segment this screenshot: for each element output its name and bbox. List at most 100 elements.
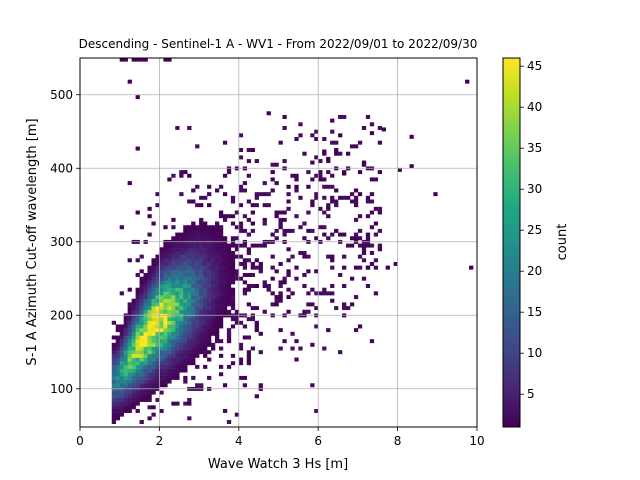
histogram-cell [147,273,152,277]
histogram-cell [199,320,204,325]
histogram-cell [338,350,343,355]
histogram-cell [195,342,200,347]
histogram-cell [159,331,164,336]
histogram-cell [357,192,363,197]
histogram-cell [187,258,192,263]
histogram-cell [183,284,188,289]
histogram-cell [330,140,335,145]
histogram-cell [179,273,184,277]
histogram-cell [207,192,212,197]
histogram-cell [163,276,168,281]
histogram-cell [135,364,140,369]
histogram-cell [226,287,232,292]
histogram-cell [199,280,204,285]
colorbar-tick-label: 45 [527,59,542,73]
histogram-cell [369,225,375,230]
histogram-cell [159,350,164,355]
histogram-cell [195,346,200,351]
histogram-cell [195,144,200,149]
histogram-cell [310,199,315,204]
histogram-cell [183,320,188,325]
histogram-cell [167,250,172,255]
histogram-cell [211,324,216,329]
histogram-cell [163,269,168,274]
histogram-cell [123,397,128,402]
histogram-cell [183,225,188,230]
histogram-cell [203,195,208,200]
histogram-cell [238,225,244,230]
histogram-cell [214,258,220,263]
histogram-cell [115,335,120,340]
histogram-cell [167,350,172,355]
histogram-cell [167,335,172,340]
histogram-cell [171,273,176,277]
histogram-cell [139,350,144,355]
histogram-cell [199,273,204,277]
colorbar-tick-label: 35 [527,141,542,155]
histogram-cell [171,250,176,255]
histogram-cell [373,291,379,296]
histogram-cell [342,114,347,119]
histogram-cell [135,339,140,344]
histogram-cell [155,357,160,362]
histogram-cell [171,291,176,296]
histogram-cell [318,173,323,178]
histogram-cell [143,302,148,307]
histogram-cell [214,309,220,314]
histogram-cell [111,394,117,399]
histogram-cell [282,232,287,237]
histogram-cell [286,269,291,274]
histogram-cell [183,346,188,351]
histogram-cell [330,184,335,189]
histogram-cell [131,346,136,351]
histogram-cell [199,306,204,311]
histogram-cell [199,203,204,208]
histogram-cell [175,364,180,369]
histogram-cell [238,133,244,138]
histogram-cell [195,335,200,340]
histogram-cell [179,170,184,175]
histogram-cell [365,232,371,237]
histogram-cell [135,372,140,377]
histogram-cell [155,375,160,380]
histogram-cell [262,284,267,289]
histogram-cell [171,302,176,307]
histogram-cell [175,306,180,311]
histogram-cell [123,350,128,355]
histogram-cell [183,228,188,233]
histogram-cell [115,353,120,358]
histogram-cell [179,364,184,369]
histogram-cell [147,276,152,281]
histogram-cell [218,225,224,230]
histogram-cell [163,346,168,351]
histogram-cell [155,291,160,296]
histogram-cell [171,243,176,248]
histogram-cell [195,320,200,325]
histogram-cell [246,199,252,204]
histogram-cell [163,250,168,255]
histogram-cell [163,225,168,230]
histogram-cell [171,276,176,281]
histogram-cell [179,254,184,259]
histogram-cell [211,328,216,333]
histogram-cell [226,284,232,289]
histogram-cell [175,265,180,270]
histogram-cell [326,170,331,175]
histogram-cell [159,353,164,358]
histogram-cell [131,394,136,399]
histogram-cell [278,284,283,289]
histogram-cell [127,306,132,311]
histogram-cell [115,372,120,377]
histogram-cell [183,250,188,255]
histogram-cell [127,328,132,333]
histogram-cell [218,243,224,248]
histogram-cell [119,324,124,329]
histogram-cell [326,203,331,208]
histogram-cell [163,280,168,285]
histogram-cell [226,309,232,314]
histogram-cell [238,375,244,380]
histogram-cell [218,280,224,285]
histogram-cell [207,339,212,344]
histogram-cell [254,265,259,270]
histogram-cell [373,232,379,237]
